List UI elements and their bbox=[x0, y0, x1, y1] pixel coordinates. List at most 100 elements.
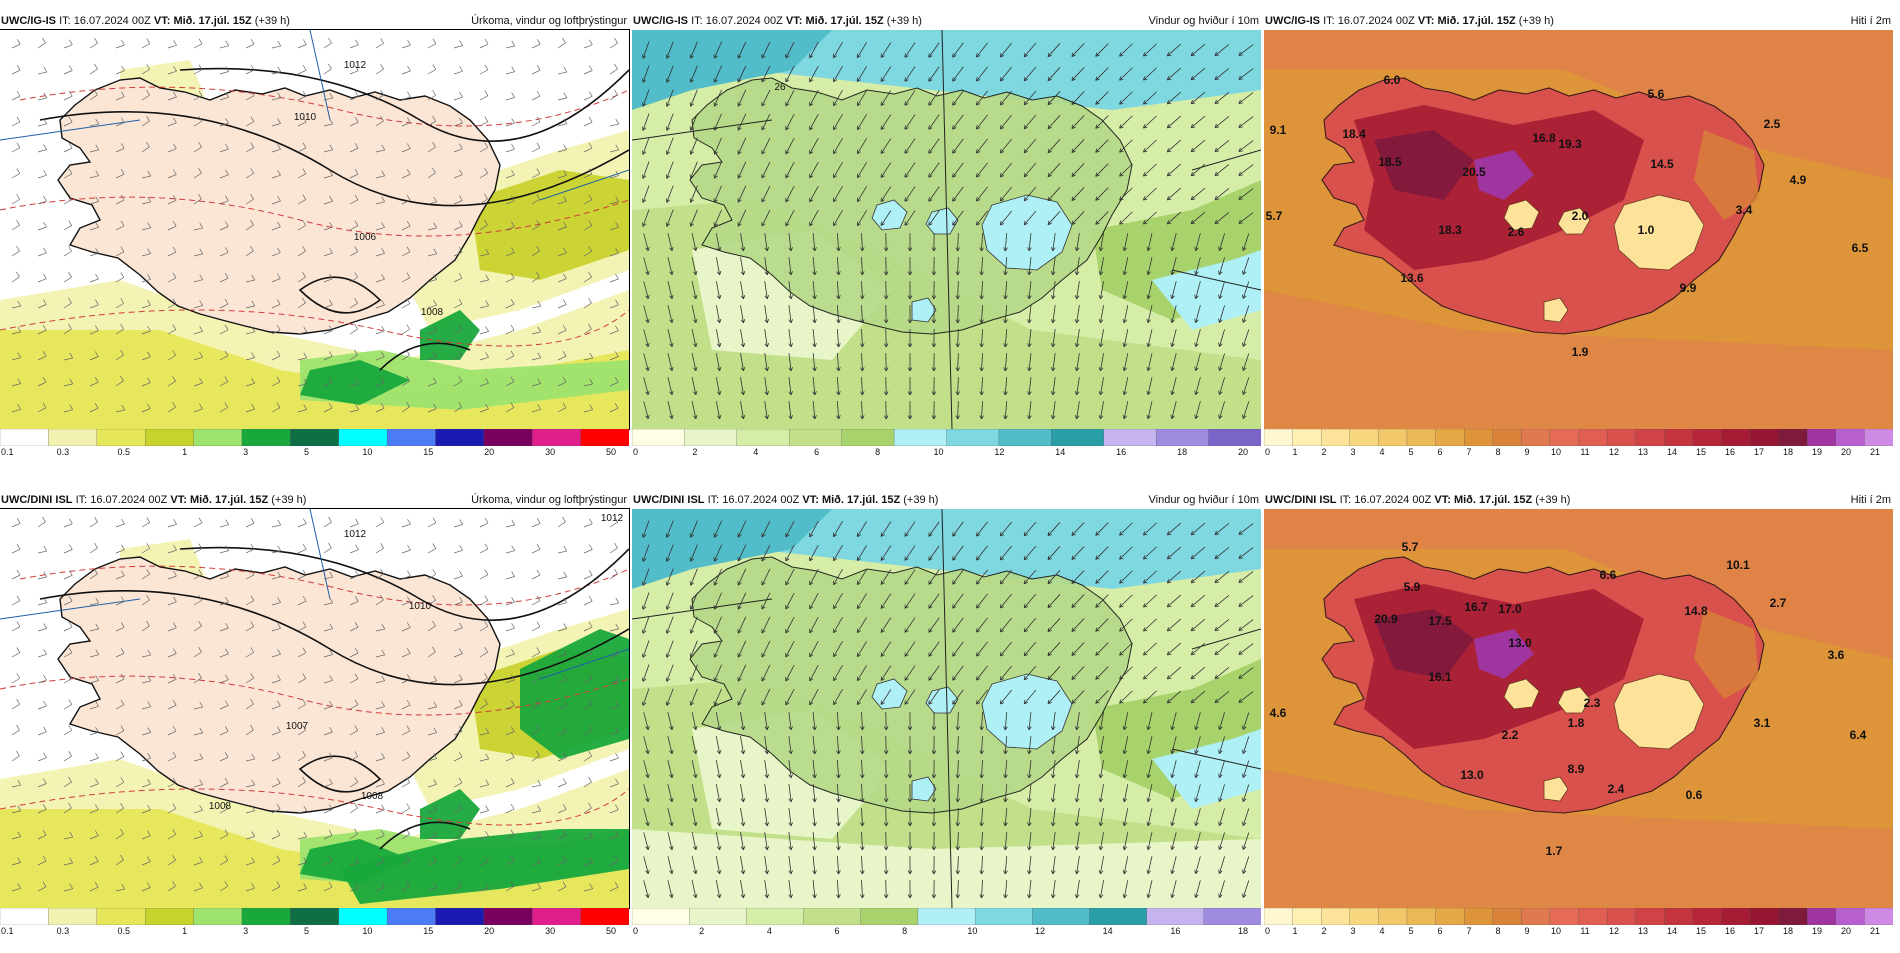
colorbar-tick-label: 15 bbox=[423, 926, 433, 936]
temperature-label: 3.1 bbox=[1754, 716, 1771, 730]
colorbar-tick-label: 1 bbox=[182, 447, 187, 457]
colorbar-swatch bbox=[1436, 908, 1465, 925]
colorbar-swatch bbox=[1721, 429, 1750, 446]
colorbar-tick-label: 10 bbox=[967, 926, 977, 936]
colorbar-swatch bbox=[194, 908, 243, 925]
colorbar-swatch bbox=[145, 429, 194, 446]
colorbar-swatch bbox=[0, 429, 49, 446]
colorbar-tick-label: 17 bbox=[1754, 447, 1764, 457]
colorbar-swatch bbox=[1156, 429, 1209, 446]
temperature-label: 18.5 bbox=[1378, 155, 1402, 169]
colorbar-swatch bbox=[1350, 429, 1379, 446]
panel-header: UWC/DINI ISL IT: 16.07.2024 00Z VT: Mið.… bbox=[1264, 491, 1893, 509]
colorbar-tick-label: 50 bbox=[606, 447, 616, 457]
temperature-label: 5.6 bbox=[1648, 87, 1665, 101]
model-name: UWC/IG-IS bbox=[1265, 15, 1320, 27]
isobar-label: 1012 bbox=[344, 60, 367, 71]
colorbar-swatch bbox=[532, 429, 581, 446]
colorbar-tick-label: 12 bbox=[1035, 926, 1045, 936]
valid-label: VT: bbox=[170, 494, 187, 506]
colorbar-swatch bbox=[1579, 429, 1608, 446]
valid-time: Mið. 17.júl. 15Z bbox=[173, 15, 251, 27]
colorbar-tick-label: 1 bbox=[182, 926, 187, 936]
isobar-label: 1008 bbox=[421, 307, 444, 318]
colorbar-tick-label: 3 bbox=[1350, 447, 1355, 457]
temp-panel-ig: UWC/IG-IS IT: 16.07.2024 00Z VT: Mið. 17… bbox=[1264, 12, 1893, 474]
temperature-label: 3.6 bbox=[1828, 648, 1845, 662]
panel-title: Úrkoma, vindur og loftþrýstingur bbox=[471, 12, 627, 30]
colorbar-tick-label: 14 bbox=[1667, 447, 1677, 457]
valid-time: Mið. 17.júl. 15Z bbox=[1437, 15, 1515, 27]
colorbar-swatch bbox=[1089, 908, 1147, 925]
model-name: UWC/DINI ISL bbox=[1265, 494, 1337, 506]
colorbar-swatch bbox=[0, 908, 49, 925]
colorbar-tick-label: 16 bbox=[1725, 926, 1735, 936]
colorbar-tick-label: 20 bbox=[1841, 926, 1851, 936]
colorbar-canvas bbox=[0, 908, 629, 925]
colorbar-tick-label: 11 bbox=[1580, 926, 1589, 936]
temperature-label: 6.4 bbox=[1850, 728, 1867, 742]
colorbar-tick-label: 5 bbox=[304, 447, 309, 457]
colorbar-swatch bbox=[975, 908, 1033, 925]
colorbar-swatch bbox=[1579, 908, 1608, 925]
colorbar-tick-label: 0.3 bbox=[57, 447, 70, 457]
colorbar-tick-label: 13 bbox=[1638, 447, 1648, 457]
isobar-label: 1012 bbox=[344, 529, 367, 540]
temperature-label: 9.1 bbox=[1270, 123, 1287, 137]
temperature-label: 2.4 bbox=[1608, 782, 1625, 796]
temperature-label: 13.6 bbox=[1400, 271, 1424, 285]
colorbar-tick-label: 18 bbox=[1783, 926, 1793, 936]
wind-map-canvas: 26 bbox=[632, 30, 1261, 429]
colorbar-swatch bbox=[194, 429, 243, 446]
colorbar-tick-label: 7 bbox=[1466, 447, 1471, 457]
colorbar-swatch bbox=[1464, 429, 1493, 446]
model-name: UWC/DINI ISL bbox=[1, 494, 73, 506]
colorbar-swatch bbox=[684, 429, 737, 446]
temperature-label: 6.6 bbox=[1600, 568, 1617, 582]
colorbar-swatch bbox=[1836, 429, 1865, 446]
isobar-label: 1008 bbox=[209, 801, 232, 812]
colorbar-tick-label: 20 bbox=[484, 447, 494, 457]
colorbar-tick-label: 7 bbox=[1466, 926, 1471, 936]
colorbar-tick-label: 16 bbox=[1725, 447, 1735, 457]
panel-header: UWC/DINI ISL IT: 16.07.2024 00Z VT: Mið.… bbox=[0, 491, 629, 509]
colorbar-swatch bbox=[1321, 908, 1350, 925]
colorbar-tick-label: 16 bbox=[1116, 447, 1126, 457]
temperature-label: 2.3 bbox=[1584, 696, 1601, 710]
isobar-label: 1010 bbox=[294, 112, 317, 123]
colorbar-swatch bbox=[918, 908, 976, 925]
colorbar-tick-label: 1 bbox=[1292, 447, 1297, 457]
isobar-label: 1010 bbox=[409, 601, 432, 612]
colorbar-tick-label: 14 bbox=[1103, 926, 1113, 936]
colorbar-swatch bbox=[1636, 429, 1665, 446]
colorbar-tick-label: 15 bbox=[1696, 926, 1706, 936]
colorbar-tick-label: 12 bbox=[994, 447, 1004, 457]
colorbar-swatch bbox=[1750, 908, 1779, 925]
colorbar-tick-label: 4 bbox=[1379, 447, 1384, 457]
temperature-label: 4.6 bbox=[1270, 706, 1287, 720]
colorbar-tick-label: 0 bbox=[633, 447, 638, 457]
init-time: 16.07.2024 00Z bbox=[706, 15, 783, 27]
colorbar-tick-label: 4 bbox=[1379, 926, 1384, 936]
colorbar-tick-label: 10 bbox=[1551, 447, 1561, 457]
wind-panel-dini: UWC/DINI ISL IT: 16.07.2024 00Z VT: Mið.… bbox=[632, 491, 1261, 953]
colorbar-tick-label: 1 bbox=[1292, 926, 1297, 936]
valid-label: VT: bbox=[154, 15, 171, 27]
temp-panel-dini: UWC/DINI ISL IT: 16.07.2024 00Z VT: Mið.… bbox=[1264, 491, 1893, 953]
colorbar-tick-label: 19 bbox=[1812, 447, 1822, 457]
temperature-label: 5.7 bbox=[1402, 540, 1419, 554]
colorbar-canvas bbox=[0, 429, 629, 446]
colorbar-tick-label: 4 bbox=[753, 447, 758, 457]
temperature-label: 2.2 bbox=[1502, 728, 1519, 742]
lead-time: (+39 h) bbox=[1535, 494, 1570, 506]
colorbar-tick-label: 8 bbox=[1495, 926, 1500, 936]
colorbar-swatch bbox=[1864, 908, 1893, 925]
colorbar-swatch bbox=[861, 908, 919, 925]
init-time: 16.07.2024 00Z bbox=[722, 494, 799, 506]
